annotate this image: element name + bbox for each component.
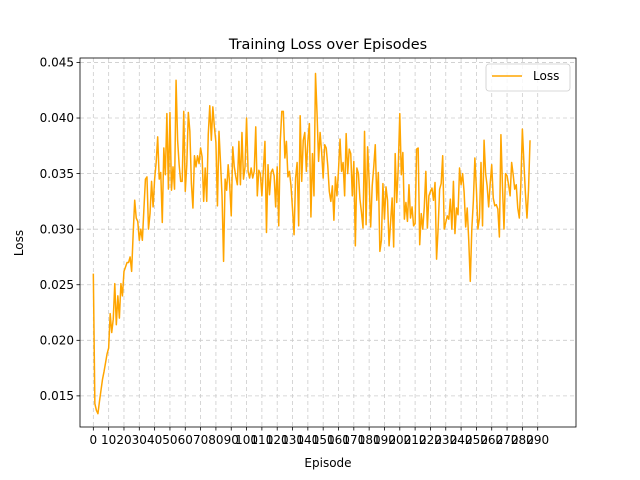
x-tick-label: 70 [193, 433, 208, 447]
x-axis-label: Episode [304, 456, 351, 470]
x-tick-label: 210 [404, 433, 427, 447]
y-tick-label: 0.040 [40, 111, 74, 125]
x-tick-label: 280 [511, 433, 534, 447]
y-tick-label: 0.045 [40, 56, 74, 70]
legend-box [485, 63, 571, 92]
x-tick-label: 130 [281, 433, 304, 447]
y-tick-label: 0.015 [40, 389, 74, 403]
x-tick-label: 150 [312, 433, 335, 447]
y-tick-label: 0.020 [40, 334, 74, 348]
x-tick-label: 270 [496, 433, 519, 447]
x-tick-label: 160 [327, 433, 350, 447]
loss-series-line [92, 72, 531, 415]
y-tick-label: 0.025 [40, 278, 74, 292]
x-tick-label: 80 [208, 433, 223, 447]
legend-label-loss: Loss [533, 69, 559, 83]
x-tick-label: 120 [266, 433, 289, 447]
x-tick-label: 180 [358, 433, 381, 447]
x-tick-label: 100 [235, 433, 258, 447]
x-tick-label: 240 [450, 433, 473, 447]
y-axis-label: Loss [12, 230, 26, 256]
x-tick-label: 20 [116, 433, 131, 447]
x-tick-label: 140 [296, 433, 319, 447]
x-tick-label: 230 [434, 433, 457, 447]
grid [80, 58, 576, 427]
x-tick-label: 10 [101, 433, 116, 447]
x-tick-label: 250 [465, 433, 488, 447]
x-tick-label: 60 [178, 433, 193, 447]
x-tick-label: 170 [342, 433, 365, 447]
x-tick-label: 190 [373, 433, 396, 447]
chart-title: Training Loss over Episodes [228, 37, 427, 53]
y-axis-ticks: 0.015 0.020 0.025 0.030 0.035 0.040 0.045 [40, 56, 80, 403]
legend: Loss [485, 63, 571, 92]
x-tick-label: 30 [132, 433, 147, 447]
plot-area-frame [79, 57, 577, 428]
y-tick-label: 0.030 [40, 222, 74, 236]
x-tick-label: 220 [419, 433, 442, 447]
y-tick-label: 0.035 [40, 167, 74, 181]
x-tick-label: 90 [224, 433, 239, 447]
x-tick-label: 200 [388, 433, 411, 447]
x-tick-label: 50 [162, 433, 177, 447]
x-tick-label: 290 [526, 433, 549, 447]
x-tick-label: 0 [90, 433, 98, 447]
x-tick-label: 110 [250, 433, 273, 447]
x-axis-ticks: 0 10 20 30 40 50 60 70 80 90100110120130140150160… [90, 427, 549, 447]
x-tick-label: 40 [147, 433, 162, 447]
x-tick-label: 260 [480, 433, 503, 447]
